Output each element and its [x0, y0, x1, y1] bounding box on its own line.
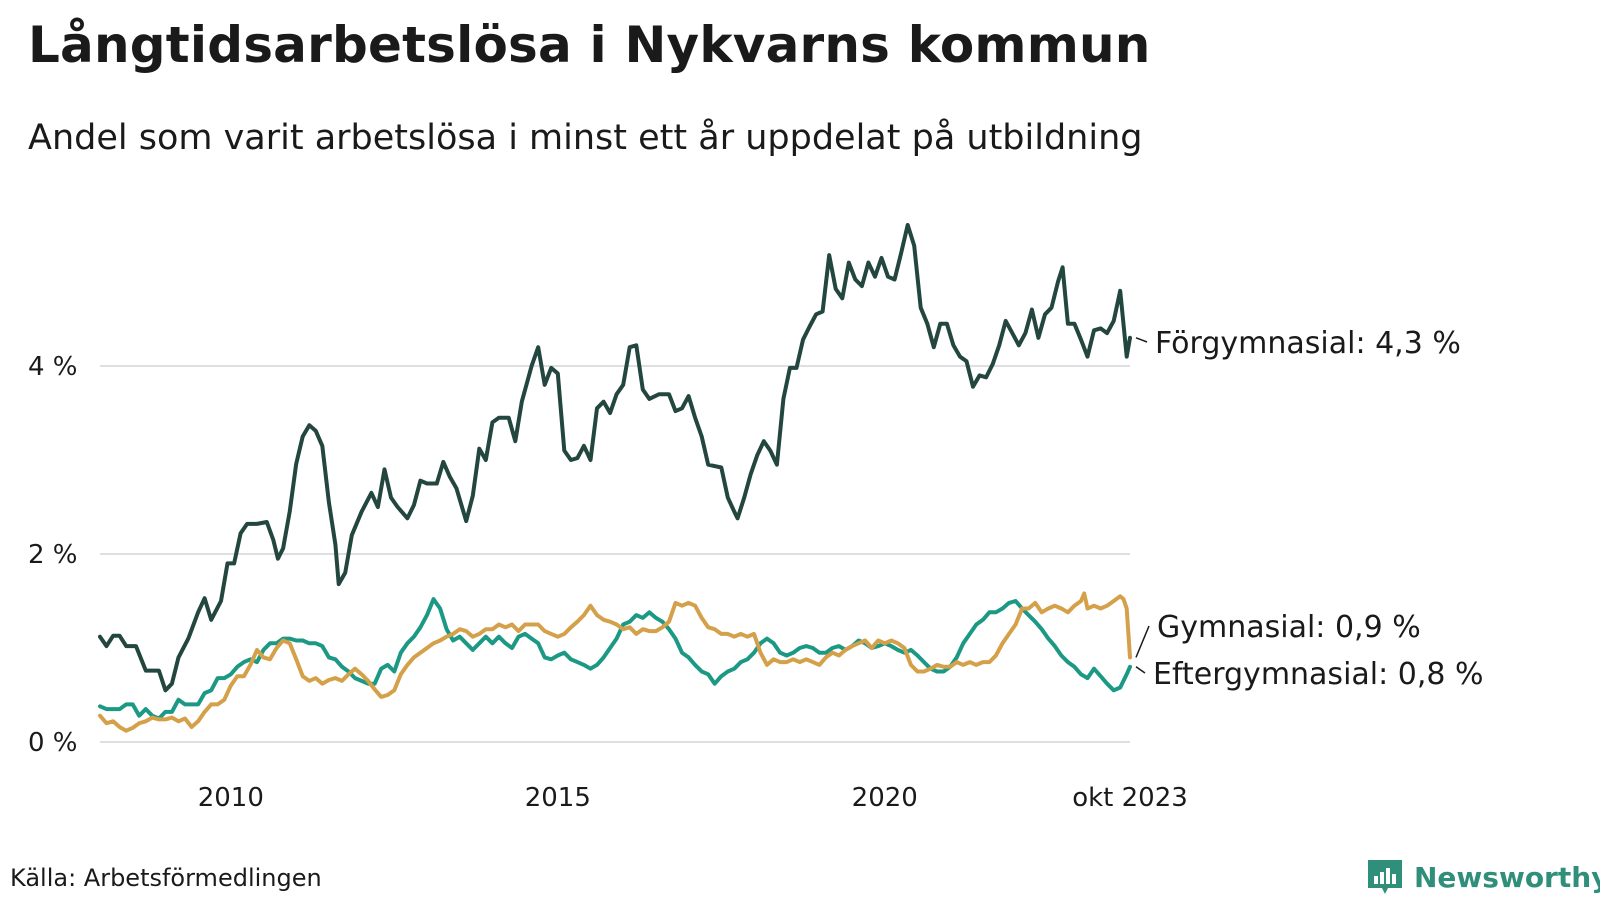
series-line-eftergymnasial — [98, 597, 1132, 721]
y-axis-ticks: 0 % 2 % 4 % — [28, 352, 78, 758]
series-lines — [98, 223, 1132, 733]
x-axis-ticks: 2010 2015 2020 okt 2023 — [198, 783, 1188, 813]
series-end-label-forgymnasial: Förgymnasial: 4,3 % — [1155, 326, 1461, 361]
y-tick-label: 2 % — [28, 540, 78, 570]
y-tick-label: 4 % — [28, 352, 78, 382]
series-end-labels: Förgymnasial: 4,3 % Gymnasial: 0,9 % Efter… — [1135, 326, 1484, 692]
chart-subtitle: Andel som varit arbetslösa i minst ett å… — [28, 118, 1143, 158]
series-line-forgymnasial — [98, 223, 1132, 693]
brand-name: Newsworthy — [1414, 860, 1600, 894]
y-tick-label: 0 % — [28, 728, 78, 758]
x-tick-label: 2015 — [525, 783, 591, 813]
brand-logo[interactable]: Newsworthy — [1366, 858, 1600, 896]
series-end-label-eftergymnasial: Eftergymnasial: 0,8 % — [1153, 657, 1484, 692]
source-note: Källa: Arbetsförmedlingen — [10, 864, 322, 892]
grid-lines — [100, 365, 1130, 743]
series-line-gymnasial — [98, 591, 1132, 733]
x-tick-label: 2020 — [852, 783, 918, 813]
x-tick-label: okt 2023 — [1072, 783, 1188, 813]
leader-line-forgymnasial — [1135, 337, 1148, 343]
x-tick-label: 2010 — [198, 783, 264, 813]
leader-line-eftergymnasial — [1135, 666, 1146, 674]
newsworthy-logo-icon — [1368, 860, 1402, 894]
leader-line-gymnasial — [1135, 625, 1150, 658]
chart-title: Långtidsarbetslösa i Nykvarns kommun — [28, 16, 1151, 74]
series-end-label-gymnasial: Gymnasial: 0,9 % — [1157, 610, 1421, 645]
